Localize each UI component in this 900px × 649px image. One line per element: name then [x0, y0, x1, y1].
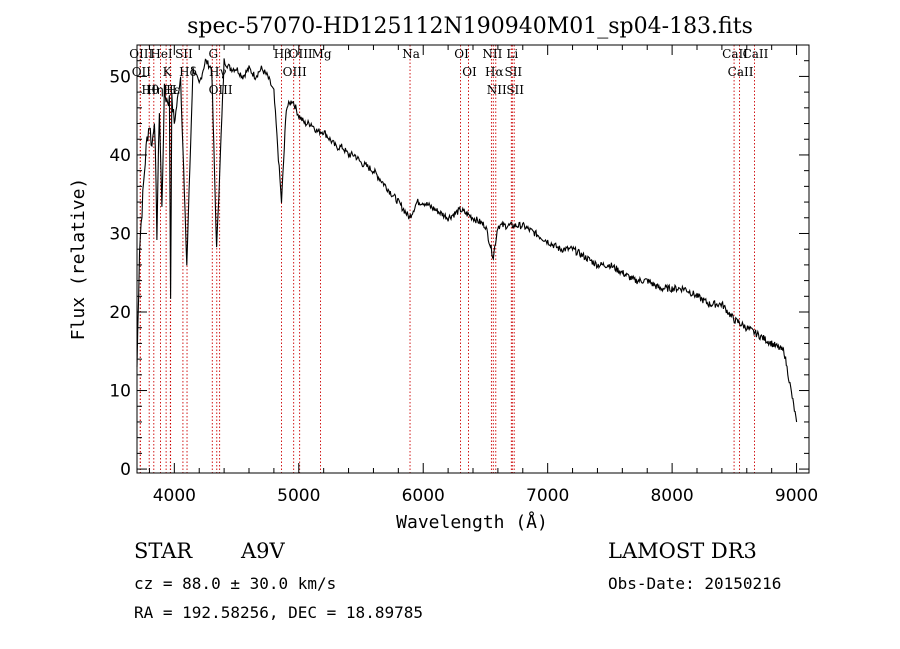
spectral-line-label: K	[163, 65, 173, 79]
spectral-line-label: SII	[175, 47, 193, 61]
y-tick-label: 30	[109, 224, 131, 244]
spectral-line-label: Na	[402, 47, 420, 61]
spectral-line-label: CaII	[728, 65, 754, 79]
y-tick-label: 50	[109, 67, 131, 87]
spectral-line-label: Li	[506, 47, 518, 61]
redshift-cz: cz = 88.0 ± 30.0 km/s	[134, 574, 337, 593]
coordinates: RA = 192.58256, DEC = 18.89785	[134, 603, 423, 622]
spectral-line-label: OI	[462, 65, 477, 79]
spectral-line-label: CaII	[743, 47, 769, 61]
obs-date: Obs-Date: 20150216	[608, 574, 782, 593]
spectral-line-label: OIII	[209, 83, 233, 97]
y-axis-ticks: 0 10 20 30 40 50	[109, 60, 809, 480]
spectral-line-label: CaII	[722, 47, 748, 61]
spectral-line-label: NII	[487, 83, 507, 97]
spectral-line-label: OIII	[289, 47, 313, 61]
x-tick-label: 5000	[277, 486, 320, 506]
y-tick-label: 10	[109, 382, 131, 402]
spectral-line-label: NII	[482, 47, 502, 61]
spectrum-line	[136, 58, 798, 423]
plot-frame	[136, 44, 810, 474]
x-tick-label: 7000	[526, 486, 569, 506]
x-axis-label: Wavelength (Å)	[396, 511, 548, 533]
spectral-line-label: G	[208, 47, 218, 61]
y-tick-label: 40	[109, 146, 131, 166]
survey-name: LAMOST DR3	[608, 539, 757, 563]
y-tick-label: 0	[120, 460, 131, 480]
x-tick-label: 4000	[153, 486, 196, 506]
spectral-line-markers	[139, 45, 755, 473]
y-axis-label: Flux (relative)	[68, 178, 89, 341]
spectral-line-label: SII	[504, 65, 522, 79]
spectral-line-label: OIII	[283, 65, 307, 79]
chart-title: spec-57070-HD125112N190940M01_sp04-183.f…	[187, 14, 753, 39]
spectral-line-label: Hε	[163, 83, 180, 97]
subclass: A9V	[241, 539, 285, 563]
spectral-line-label: Hβ	[274, 47, 291, 61]
x-tick-label: 6000	[402, 486, 445, 506]
spectral-line-label: Hα	[485, 65, 504, 79]
spectral-line-label: Hθ	[141, 83, 159, 97]
spectral-line-label: Mg	[312, 47, 332, 61]
spectral-line-label: H	[166, 83, 176, 97]
spectral-line-label: HeI	[150, 47, 173, 61]
x-tick-label: 9000	[775, 486, 818, 506]
spectral-line-label: Hδ	[179, 65, 197, 79]
spectral-line-labels: OIIIOIIHθHηHeIKHHεSIIHδGHγOIIIHβOIIIOIII…	[129, 47, 768, 97]
spectral-line-label: OIII	[129, 47, 153, 61]
spectral-line-label: Hγ	[209, 65, 227, 79]
spectral-line-label: Hη	[146, 83, 164, 97]
y-tick-label: 20	[109, 303, 131, 323]
spectral-line-label: SII	[506, 83, 524, 97]
object-class: STAR	[134, 539, 193, 563]
spectral-line-label: OI	[454, 47, 469, 61]
x-tick-label: 8000	[650, 486, 693, 506]
x-axis-ticks: 4000 5000 6000 7000 8000 9000	[148, 45, 818, 506]
